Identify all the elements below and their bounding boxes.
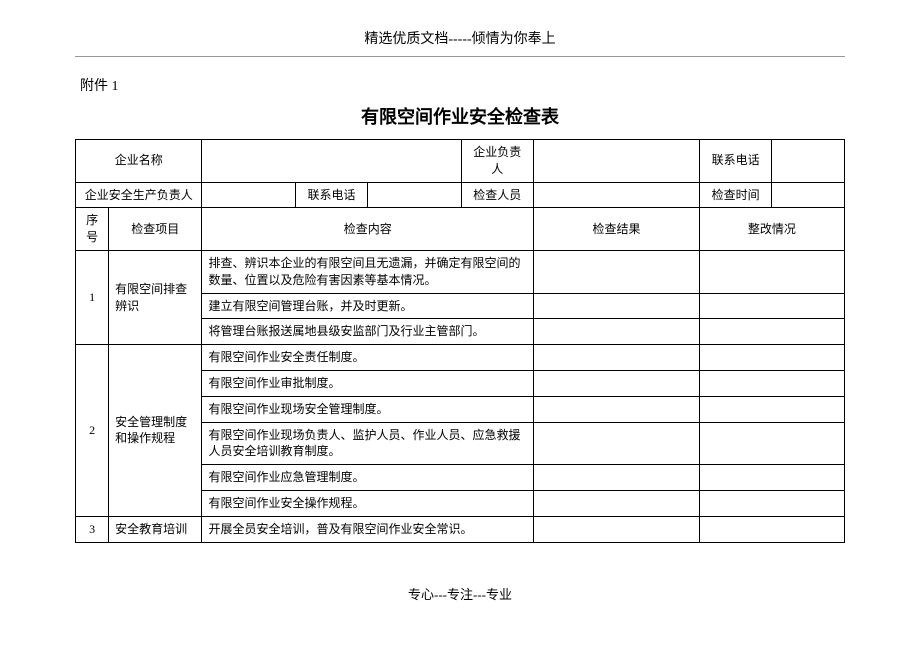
- label-inspector: 检查人员: [461, 182, 534, 208]
- rectify-cell: [699, 465, 844, 491]
- label-phone: 联系电话: [699, 140, 772, 183]
- result-cell: [534, 465, 700, 491]
- main-title: 有限空间作业安全检查表: [75, 103, 845, 129]
- inspection-table: 企业名称 企业负责人 联系电话 企业安全生产负责人 联系电话 检查人员 检查时间…: [75, 139, 845, 543]
- result-cell: [534, 490, 700, 516]
- project-cell: 安全管理制度和操作规程: [109, 345, 202, 517]
- table-row: 1 有限空间排查辨识 排查、辨识本企业的有限空间且无遗漏，并确定有限空间的数量、…: [76, 250, 845, 293]
- result-cell: [534, 250, 700, 293]
- value-company-name: [202, 140, 461, 183]
- label-company-manager: 企业负责人: [461, 140, 534, 183]
- page-header: 精选优质文档-----倾情为你奉上: [0, 0, 920, 56]
- content-cell: 将管理台账报送属地县级安监部门及行业主管部门。: [202, 319, 534, 345]
- project-cell: 有限空间排查辨识: [109, 250, 202, 344]
- content-cell: 有限空间作业安全操作规程。: [202, 490, 534, 516]
- label-company-name: 企业名称: [76, 140, 202, 183]
- page-footer: 专心---专注---专业: [0, 584, 920, 603]
- rectify-cell: [699, 422, 844, 465]
- value-phone2: [368, 182, 461, 208]
- rectify-cell: [699, 319, 844, 345]
- header-divider: [75, 56, 845, 57]
- result-cell: [534, 396, 700, 422]
- project-cell: 安全教育培训: [109, 516, 202, 542]
- content-cell: 有限空间作业安全责任制度。: [202, 345, 534, 371]
- col-seq: 序号: [76, 208, 109, 251]
- content-cell: 有限空间作业现场负责人、监护人员、作业人员、应急救援人员安全培训教育制度。: [202, 422, 534, 465]
- attachment-label: 附件 1: [80, 75, 845, 95]
- value-phone: [772, 140, 845, 183]
- result-cell: [534, 516, 700, 542]
- result-cell: [534, 293, 700, 319]
- result-cell: [534, 345, 700, 371]
- content-cell: 开展全员安全培训，普及有限空间作业安全常识。: [202, 516, 534, 542]
- content-cell: 有限空间作业审批制度。: [202, 370, 534, 396]
- content-cell: 有限空间作业应急管理制度。: [202, 465, 534, 491]
- content-area: 附件 1 有限空间作业安全检查表 企业名称 企业负责人 联系电话 企业安全生产负…: [0, 75, 920, 543]
- col-project: 检查项目: [109, 208, 202, 251]
- seq-cell: 1: [76, 250, 109, 344]
- seq-cell: 2: [76, 345, 109, 517]
- table-row: 3 安全教育培训 开展全员安全培训，普及有限空间作业安全常识。: [76, 516, 845, 542]
- result-cell: [534, 370, 700, 396]
- col-result: 检查结果: [534, 208, 700, 251]
- content-cell: 有限空间作业现场安全管理制度。: [202, 396, 534, 422]
- value-inspect-time: [772, 182, 845, 208]
- content-cell: 建立有限空间管理台账，并及时更新。: [202, 293, 534, 319]
- info-row-1: 企业名称 企业负责人 联系电话: [76, 140, 845, 183]
- label-phone2: 联系电话: [295, 182, 368, 208]
- value-inspector: [534, 182, 700, 208]
- result-cell: [534, 422, 700, 465]
- label-inspect-time: 检查时间: [699, 182, 772, 208]
- rectify-cell: [699, 345, 844, 371]
- seq-cell: 3: [76, 516, 109, 542]
- rectify-cell: [699, 370, 844, 396]
- info-row-2: 企业安全生产负责人 联系电话 检查人员 检查时间: [76, 182, 845, 208]
- col-rectify: 整改情况: [699, 208, 844, 251]
- rectify-cell: [699, 293, 844, 319]
- rectify-cell: [699, 490, 844, 516]
- table-row: 2 安全管理制度和操作规程 有限空间作业安全责任制度。: [76, 345, 845, 371]
- rectify-cell: [699, 516, 844, 542]
- rectify-cell: [699, 250, 844, 293]
- column-header-row: 序号 检查项目 检查内容 检查结果 整改情况: [76, 208, 845, 251]
- col-content: 检查内容: [202, 208, 534, 251]
- value-company-manager: [534, 140, 700, 183]
- value-safety-manager: [202, 182, 295, 208]
- label-safety-manager: 企业安全生产负责人: [76, 182, 202, 208]
- content-cell: 排查、辨识本企业的有限空间且无遗漏，并确定有限空间的数量、位置以及危险有害因素等…: [202, 250, 534, 293]
- rectify-cell: [699, 396, 844, 422]
- result-cell: [534, 319, 700, 345]
